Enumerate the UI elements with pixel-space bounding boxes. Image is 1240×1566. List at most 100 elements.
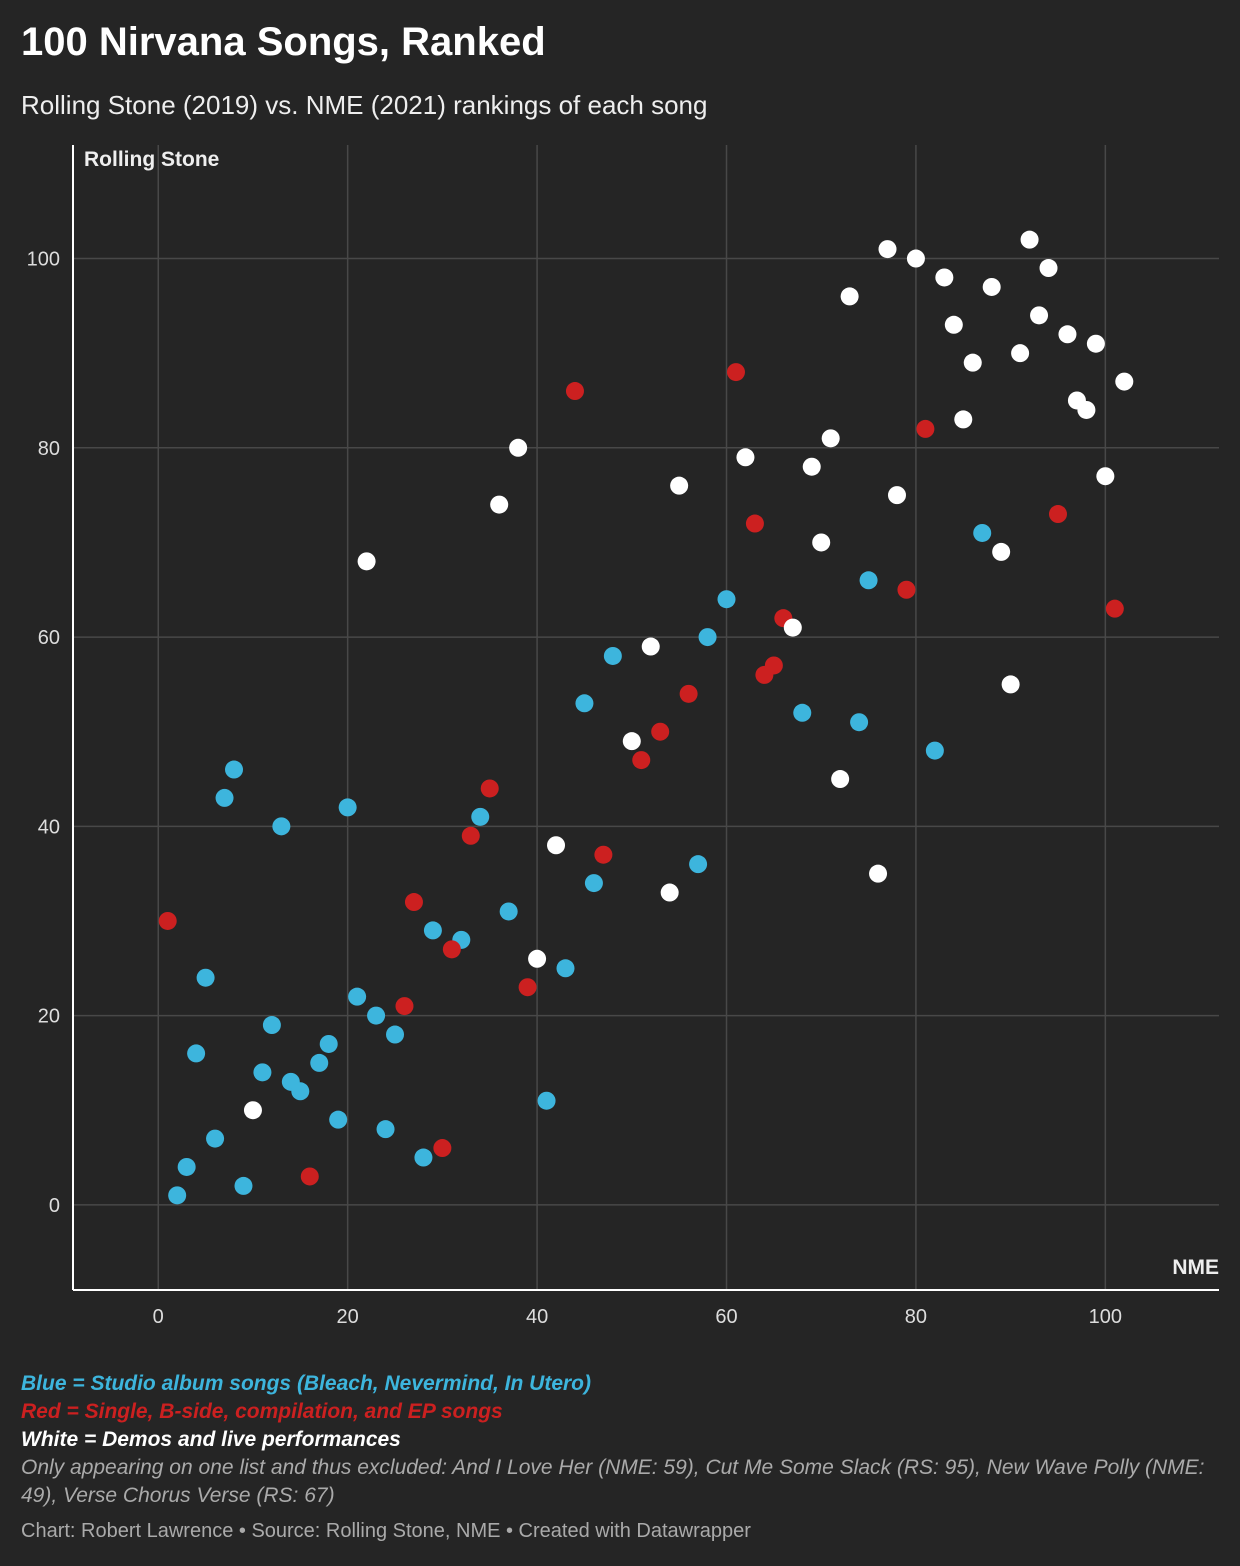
data-point[interactable] — [357, 552, 376, 571]
data-point[interactable] — [1105, 599, 1124, 618]
data-point[interactable] — [973, 523, 992, 542]
data-point[interactable] — [745, 514, 764, 533]
data-point[interactable] — [272, 817, 291, 836]
data-point[interactable] — [992, 542, 1011, 561]
data-point[interactable] — [168, 1186, 187, 1205]
y-tick-label: 20 — [38, 1006, 60, 1028]
data-point[interactable] — [480, 779, 499, 798]
data-point[interactable] — [717, 590, 736, 609]
data-point[interactable] — [594, 845, 613, 864]
data-point[interactable] — [736, 448, 755, 467]
data-point[interactable] — [423, 921, 442, 940]
data-point[interactable] — [509, 438, 528, 457]
data-point[interactable] — [840, 287, 859, 306]
data-point[interactable] — [622, 732, 641, 751]
data-point[interactable] — [783, 618, 802, 637]
data-point[interactable] — [537, 1091, 556, 1110]
data-point[interactable] — [1077, 400, 1096, 419]
data-point[interactable] — [821, 429, 840, 448]
data-point[interactable] — [1020, 230, 1039, 249]
data-point[interactable] — [925, 741, 944, 760]
data-point[interactable] — [603, 646, 622, 665]
data-point[interactable] — [954, 410, 973, 429]
data-point[interactable] — [1086, 334, 1105, 353]
data-point[interactable] — [679, 684, 698, 703]
data-point[interactable] — [963, 353, 982, 372]
data-point[interactable] — [490, 495, 509, 514]
data-point[interactable] — [698, 628, 717, 647]
data-point[interactable] — [310, 1053, 329, 1072]
data-point[interactable] — [689, 855, 708, 874]
data-point[interactable] — [291, 1082, 310, 1101]
legend-red: Red = Single, B-side, compilation, and E… — [21, 1400, 503, 1423]
data-point[interactable] — [499, 902, 518, 921]
data-point[interactable] — [414, 1148, 433, 1167]
data-point[interactable] — [632, 751, 651, 770]
data-point[interactable] — [234, 1176, 253, 1195]
data-point[interactable] — [1001, 675, 1020, 694]
data-point[interactable] — [859, 571, 878, 590]
chart-subtitle: Rolling Stone (2019) vs. NME (2021) rank… — [21, 90, 708, 120]
data-point[interactable] — [831, 770, 850, 789]
data-point[interactable] — [793, 703, 812, 722]
data-point[interactable] — [547, 836, 566, 855]
data-point[interactable] — [651, 722, 670, 741]
data-point[interactable] — [982, 277, 1001, 296]
data-point[interactable] — [916, 419, 935, 438]
data-point[interactable] — [215, 788, 234, 807]
data-point[interactable] — [404, 893, 423, 912]
data-point[interactable] — [300, 1167, 319, 1186]
data-point[interactable] — [802, 457, 821, 476]
data-point[interactable] — [225, 760, 244, 779]
data-point[interactable] — [906, 249, 925, 268]
data-point[interactable] — [575, 694, 594, 713]
data-point[interactable] — [177, 1157, 196, 1176]
data-point[interactable] — [726, 363, 745, 382]
data-point[interactable] — [935, 268, 954, 287]
excluded-note: Only appearing on one list and thus excl… — [21, 1456, 1205, 1507]
data-point[interactable] — [319, 1034, 338, 1053]
data-point[interactable] — [206, 1129, 225, 1148]
data-point[interactable] — [869, 864, 888, 883]
data-point[interactable] — [243, 1101, 262, 1120]
data-point[interactable] — [850, 713, 869, 732]
data-point[interactable] — [348, 987, 367, 1006]
data-point[interactable] — [584, 874, 603, 893]
data-point[interactable] — [442, 940, 461, 959]
data-point[interactable] — [329, 1110, 348, 1129]
data-point[interactable] — [556, 959, 575, 978]
data-point[interactable] — [878, 240, 897, 259]
data-point[interactable] — [670, 476, 689, 495]
data-point[interactable] — [461, 826, 480, 845]
data-point[interactable] — [764, 656, 783, 675]
data-point[interactable] — [660, 883, 679, 902]
data-point[interactable] — [1048, 505, 1067, 524]
data-point[interactable] — [433, 1139, 452, 1158]
data-point[interactable] — [1011, 344, 1030, 363]
data-point[interactable] — [812, 533, 831, 552]
data-point[interactable] — [887, 486, 906, 505]
data-point[interactable] — [1115, 372, 1134, 391]
data-point[interactable] — [158, 911, 177, 930]
data-point[interactable] — [196, 968, 215, 987]
data-point[interactable] — [1058, 325, 1077, 344]
data-point[interactable] — [518, 978, 537, 997]
data-point[interactable] — [376, 1120, 395, 1139]
data-point[interactable] — [253, 1063, 272, 1082]
data-point[interactable] — [897, 580, 916, 599]
data-point[interactable] — [641, 637, 660, 656]
data-point[interactable] — [565, 382, 584, 401]
data-point[interactable] — [187, 1044, 206, 1063]
data-point[interactable] — [367, 1006, 386, 1025]
data-point[interactable] — [471, 807, 490, 826]
data-point[interactable] — [338, 798, 357, 817]
data-point[interactable] — [944, 315, 963, 334]
grid — [73, 145, 1219, 1290]
data-point[interactable] — [386, 1025, 405, 1044]
data-point[interactable] — [262, 1016, 281, 1035]
data-point[interactable] — [528, 949, 547, 968]
data-point[interactable] — [395, 997, 414, 1016]
data-point[interactable] — [1096, 467, 1115, 486]
data-point[interactable] — [1030, 306, 1049, 325]
data-point[interactable] — [1039, 259, 1058, 278]
